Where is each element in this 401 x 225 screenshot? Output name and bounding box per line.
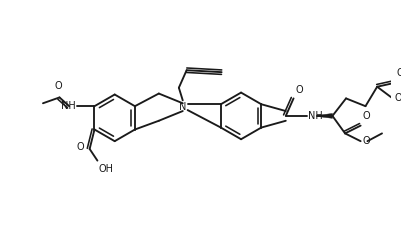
Polygon shape — [316, 113, 332, 118]
Text: O: O — [362, 136, 369, 146]
Text: O: O — [55, 81, 62, 91]
Text: O: O — [394, 93, 401, 104]
Text: O: O — [76, 142, 83, 152]
Text: OH: OH — [98, 164, 113, 173]
Text: NH: NH — [308, 111, 322, 121]
Text: O: O — [362, 111, 369, 121]
Text: O: O — [295, 85, 302, 94]
Text: NH: NH — [61, 101, 76, 111]
Text: N: N — [178, 102, 186, 112]
Text: O: O — [396, 68, 401, 78]
